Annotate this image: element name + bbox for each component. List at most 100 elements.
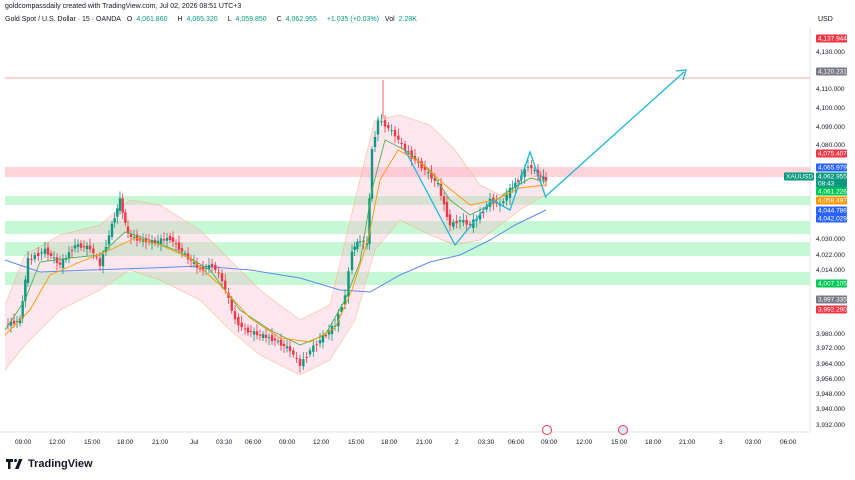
candle [67, 246, 71, 264]
candle-body [230, 298, 233, 311]
candle-body [252, 331, 256, 335]
candle [530, 160, 533, 175]
candle-body [162, 239, 166, 241]
price-tag-bg [816, 149, 847, 158]
candle-body [201, 267, 205, 271]
time-tick-label: 21:00 [416, 439, 433, 446]
candle [159, 234, 163, 252]
candle [318, 333, 322, 348]
candle-body [390, 130, 393, 132]
price-tag-bg [816, 187, 847, 196]
time-tick-label: 06:00 [245, 439, 262, 446]
candle [46, 242, 50, 261]
volume-value: 2.28K [398, 16, 417, 23]
candle [30, 253, 33, 265]
candle [40, 248, 43, 261]
candle-body [261, 334, 265, 338]
candle [227, 288, 230, 304]
candle-body [439, 183, 443, 196]
price-tag-bg [784, 172, 814, 181]
candle-body [217, 272, 220, 274]
candle [33, 252, 36, 263]
currency-label[interactable]: USD [818, 16, 833, 23]
candle [126, 220, 130, 238]
price-tick-label: 4,080.000 [816, 142, 845, 149]
candle [214, 262, 217, 273]
candle [73, 238, 77, 253]
candle-body [192, 262, 196, 264]
candle-body [237, 317, 240, 326]
candle-body [55, 257, 59, 264]
candle [387, 122, 390, 132]
candle-body [368, 198, 371, 244]
candle-body [113, 218, 116, 223]
high-value: 4,065.320 [186, 16, 218, 23]
candle-body [318, 340, 322, 344]
high-label: H [177, 16, 183, 23]
candle-body [220, 273, 224, 282]
price-tick-label: 3,956.000 [816, 376, 845, 383]
candle [397, 128, 400, 144]
candle-body [92, 248, 95, 254]
candle-body [358, 241, 362, 243]
price-tag: 3,992.290 [816, 305, 847, 314]
candle-body [43, 248, 47, 254]
candle [373, 131, 377, 152]
price-tick-label: 3,964.000 [816, 361, 845, 368]
candle [255, 324, 259, 340]
candle-body [468, 223, 472, 225]
candle [246, 324, 250, 336]
candle [452, 219, 455, 230]
candle-body [276, 340, 280, 342]
candle-body [52, 257, 56, 259]
candle-body [49, 253, 53, 256]
candle-body [350, 251, 354, 271]
candle-body [279, 339, 283, 346]
moving-average-medium [4, 149, 547, 343]
tradingview-branding[interactable]: TradingView [6, 458, 93, 470]
candle [76, 239, 80, 253]
candle [189, 254, 193, 268]
candle-body [207, 265, 211, 270]
projection-arrow-line [545, 71, 685, 197]
candle-body [121, 198, 124, 213]
price-tag-text: 4,044.786 [818, 208, 847, 215]
price-tag-bg [816, 34, 847, 43]
candle [177, 235, 181, 254]
price-tag: 08:43 [816, 179, 847, 188]
candle-body [210, 263, 214, 267]
candle-body [255, 331, 259, 336]
candle [462, 213, 465, 227]
time-tick-label: 03:30 [216, 439, 233, 446]
candle-body [282, 344, 286, 346]
symbol-title[interactable]: Gold Spot / U.S. Dollar · 15 · OANDA [5, 16, 121, 23]
candle [376, 116, 380, 142]
time-tick-label: 21:00 [679, 439, 696, 446]
candle [252, 327, 256, 342]
candle-body [118, 198, 122, 211]
candle-body [76, 244, 80, 247]
candle-body [183, 253, 187, 255]
candle-body [67, 252, 71, 259]
time-tick-label: 18:00 [381, 439, 398, 446]
candle [210, 258, 214, 273]
candle [350, 244, 354, 275]
candle-body [267, 337, 271, 339]
candle [288, 341, 292, 358]
candle-body [98, 258, 102, 266]
candle [321, 330, 325, 349]
candle [417, 156, 420, 169]
candle-body [403, 143, 407, 151]
candle [276, 337, 280, 345]
candle [475, 215, 478, 228]
candle-body [376, 120, 380, 135]
candle [455, 214, 458, 229]
candle-body [195, 262, 199, 268]
candle [88, 238, 92, 254]
time-tick-label: 12:00 [49, 439, 66, 446]
resistance-zone [5, 167, 810, 177]
event-icon [542, 425, 552, 435]
candle-body [15, 321, 19, 322]
candle-body [168, 235, 172, 240]
